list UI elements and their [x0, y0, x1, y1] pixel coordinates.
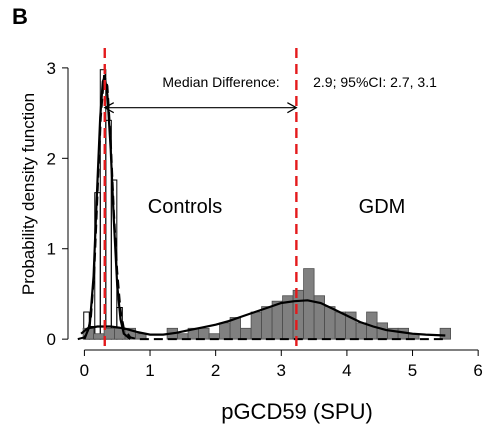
arrowhead-left [103, 102, 115, 114]
controls-label: Controls [148, 196, 222, 218]
median-difference-annotation: Median Difference: 2.9; 95%CI: 2.7, 3.1 [103, 74, 437, 114]
panel-label: B [12, 4, 28, 29]
gdm-histogram [82, 268, 451, 340]
controls-histogram [83, 69, 129, 340]
median-difference-label: Median Difference: [162, 74, 279, 90]
y-tick-label: 3 [47, 59, 56, 78]
gdm-density-curve [80, 299, 446, 337]
x-tick-label: 1 [145, 361, 154, 380]
arrowhead-right [287, 102, 298, 114]
x-tick-label: 3 [277, 361, 286, 380]
gdm-bar [292, 289, 304, 340]
x-tick-label: 2 [211, 361, 220, 380]
x-tick-label: 4 [342, 361, 351, 380]
x-tick-label: 5 [408, 361, 417, 380]
confidence-interval-text: 2.9; 95%CI: 2.7, 3.1 [313, 74, 437, 90]
gdm-label: GDM [359, 196, 406, 218]
y-tick-label: 2 [47, 149, 56, 168]
gdm-bar [240, 327, 252, 340]
gdm-bar [93, 333, 105, 340]
gdm-bar [261, 306, 273, 340]
density-curves [77, 72, 446, 341]
x-tick-label: 0 [80, 361, 89, 380]
axes: 0 1 2 3 4 5 6 0 1 2 3 [47, 59, 483, 380]
gdm-bar [334, 311, 346, 340]
gdm-bar [271, 300, 283, 340]
x-tick-label: 6 [473, 361, 482, 380]
x-axis-title: pGCD59 (SPU) [221, 399, 373, 424]
controls-peak-density-curve [83, 72, 132, 340]
gdm-bar [250, 311, 262, 340]
y-axis-title: Probability density function [19, 93, 38, 295]
gdm-bar [355, 322, 367, 340]
gdm-bar [303, 268, 315, 340]
y-tick-label: 1 [47, 240, 56, 259]
gdm-bar [324, 306, 336, 340]
gdm-bar [198, 327, 210, 340]
gdm-bar [219, 322, 231, 340]
y-tick-label: 0 [47, 330, 56, 349]
x-ticks: 0 1 2 3 4 5 6 [80, 350, 483, 380]
median-lines [103, 48, 298, 350]
gdm-bar [439, 327, 451, 340]
y-ticks: 0 1 2 3 [47, 59, 68, 349]
